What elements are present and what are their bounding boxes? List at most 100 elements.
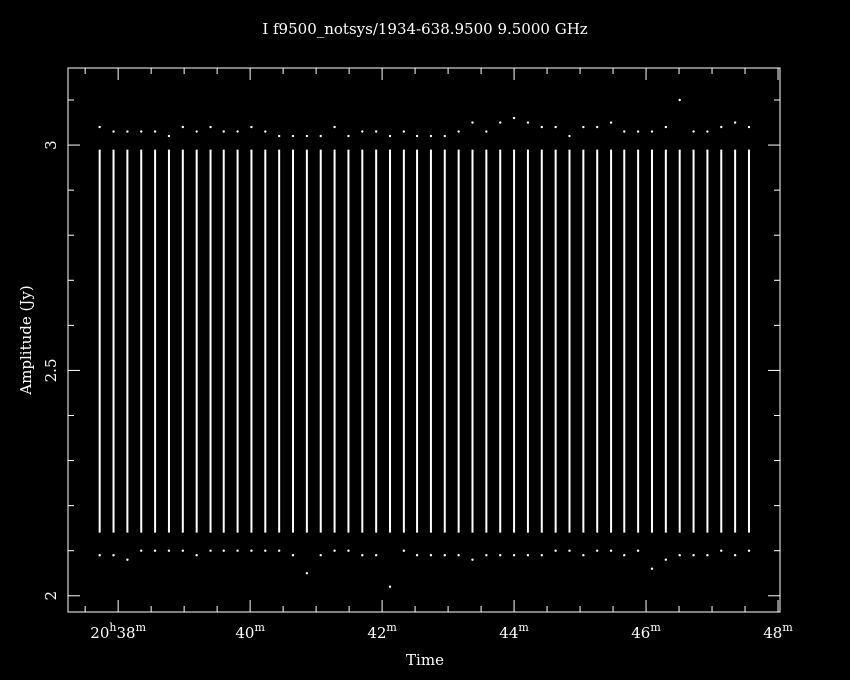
y-tick-label: 2: [42, 591, 60, 601]
x-tick-label-part: 38: [116, 624, 135, 642]
max-point: [747, 125, 751, 129]
min-point: [526, 554, 530, 557]
max-point: [471, 121, 474, 124]
max-point: [181, 125, 185, 129]
max-point: [457, 130, 460, 133]
chart-title: I f9500_notsys/1934-638.9500 9.5000 GHz: [262, 20, 587, 38]
max-point: [112, 130, 115, 133]
min-point: [112, 554, 115, 557]
min-point: [140, 549, 143, 552]
min-point: [361, 554, 364, 557]
max-point: [692, 130, 695, 133]
max-point: [374, 130, 378, 133]
max-point: [512, 116, 516, 120]
max-point: [250, 125, 253, 129]
x-tick-label-part: 48: [763, 624, 782, 642]
max-point: [277, 134, 281, 138]
x-tick-label-part: 20: [90, 624, 109, 642]
max-point: [596, 125, 599, 129]
max-point: [222, 130, 225, 133]
max-point: [623, 130, 626, 133]
min-point: [485, 554, 488, 557]
min-point: [678, 554, 681, 557]
min-point: [347, 549, 350, 552]
max-point: [678, 98, 681, 102]
min-point: [582, 554, 585, 557]
min-point: [596, 549, 599, 552]
min-point: [333, 549, 336, 552]
min-point: [236, 549, 239, 552]
min-point: [540, 554, 543, 557]
min-point: [167, 549, 171, 552]
max-point: [305, 134, 309, 138]
x-tick-label: 42m: [367, 621, 397, 642]
x-tick-label: 44m: [499, 621, 529, 642]
x-tick-label-part: h: [109, 621, 116, 634]
min-point: [291, 554, 295, 557]
min-point: [554, 549, 557, 552]
y-tick-label: 3: [42, 140, 60, 150]
max-point: [415, 134, 419, 138]
min-point: [277, 549, 281, 552]
min-point: [568, 549, 571, 552]
max-point: [443, 134, 446, 138]
max-point: [347, 134, 350, 138]
min-point: [209, 549, 212, 552]
min-point: [623, 554, 626, 557]
max-point: [167, 134, 171, 138]
max-point: [402, 130, 406, 133]
min-point: [374, 554, 378, 557]
min-point: [250, 549, 253, 552]
min-point: [319, 554, 322, 557]
plot-frame: [67, 67, 781, 613]
min-point: [402, 549, 406, 552]
max-point: [333, 125, 336, 129]
y-axis-label: Amplitude (Jy): [17, 285, 35, 395]
x-tick-label: 20h38m: [90, 621, 146, 642]
min-point: [195, 554, 198, 557]
y-tick-label: 2.5: [42, 358, 60, 382]
x-tick-label: 46m: [631, 621, 661, 642]
min-point: [222, 549, 225, 552]
min-point: [747, 549, 751, 552]
min-point: [664, 558, 668, 561]
min-point: [126, 558, 129, 561]
min-point: [499, 554, 502, 557]
max-point: [195, 130, 198, 133]
x-tick-label-part: m: [518, 621, 529, 634]
min-point: [305, 572, 309, 575]
max-point: [291, 134, 295, 138]
max-point: [582, 125, 585, 129]
x-tick-label: 40m: [235, 621, 265, 642]
max-point: [236, 130, 239, 133]
x-tick-label-part: m: [782, 621, 793, 634]
min-point: [98, 554, 101, 557]
max-point: [98, 125, 101, 129]
max-point: [153, 130, 157, 133]
max-point: [554, 125, 557, 129]
max-point: [140, 130, 143, 133]
min-point: [457, 554, 460, 557]
min-point: [388, 585, 392, 588]
max-point: [720, 125, 723, 129]
min-point: [153, 549, 157, 552]
max-point: [429, 134, 433, 138]
min-point: [512, 554, 516, 557]
min-point: [636, 549, 640, 552]
x-tick-label-part: m: [386, 621, 397, 634]
max-point: [126, 130, 129, 133]
min-point: [706, 554, 709, 557]
max-point: [540, 125, 543, 129]
max-point: [706, 130, 709, 133]
max-point: [388, 134, 392, 138]
min-point: [733, 554, 737, 557]
x-tick-label-part: 46: [631, 624, 650, 642]
min-point: [650, 567, 654, 570]
max-point: [209, 125, 212, 129]
max-point: [650, 130, 654, 133]
x-tick-label-part: m: [650, 621, 661, 634]
x-tick-label-part: 42: [367, 624, 386, 642]
min-point: [415, 554, 419, 557]
min-point: [264, 549, 267, 552]
